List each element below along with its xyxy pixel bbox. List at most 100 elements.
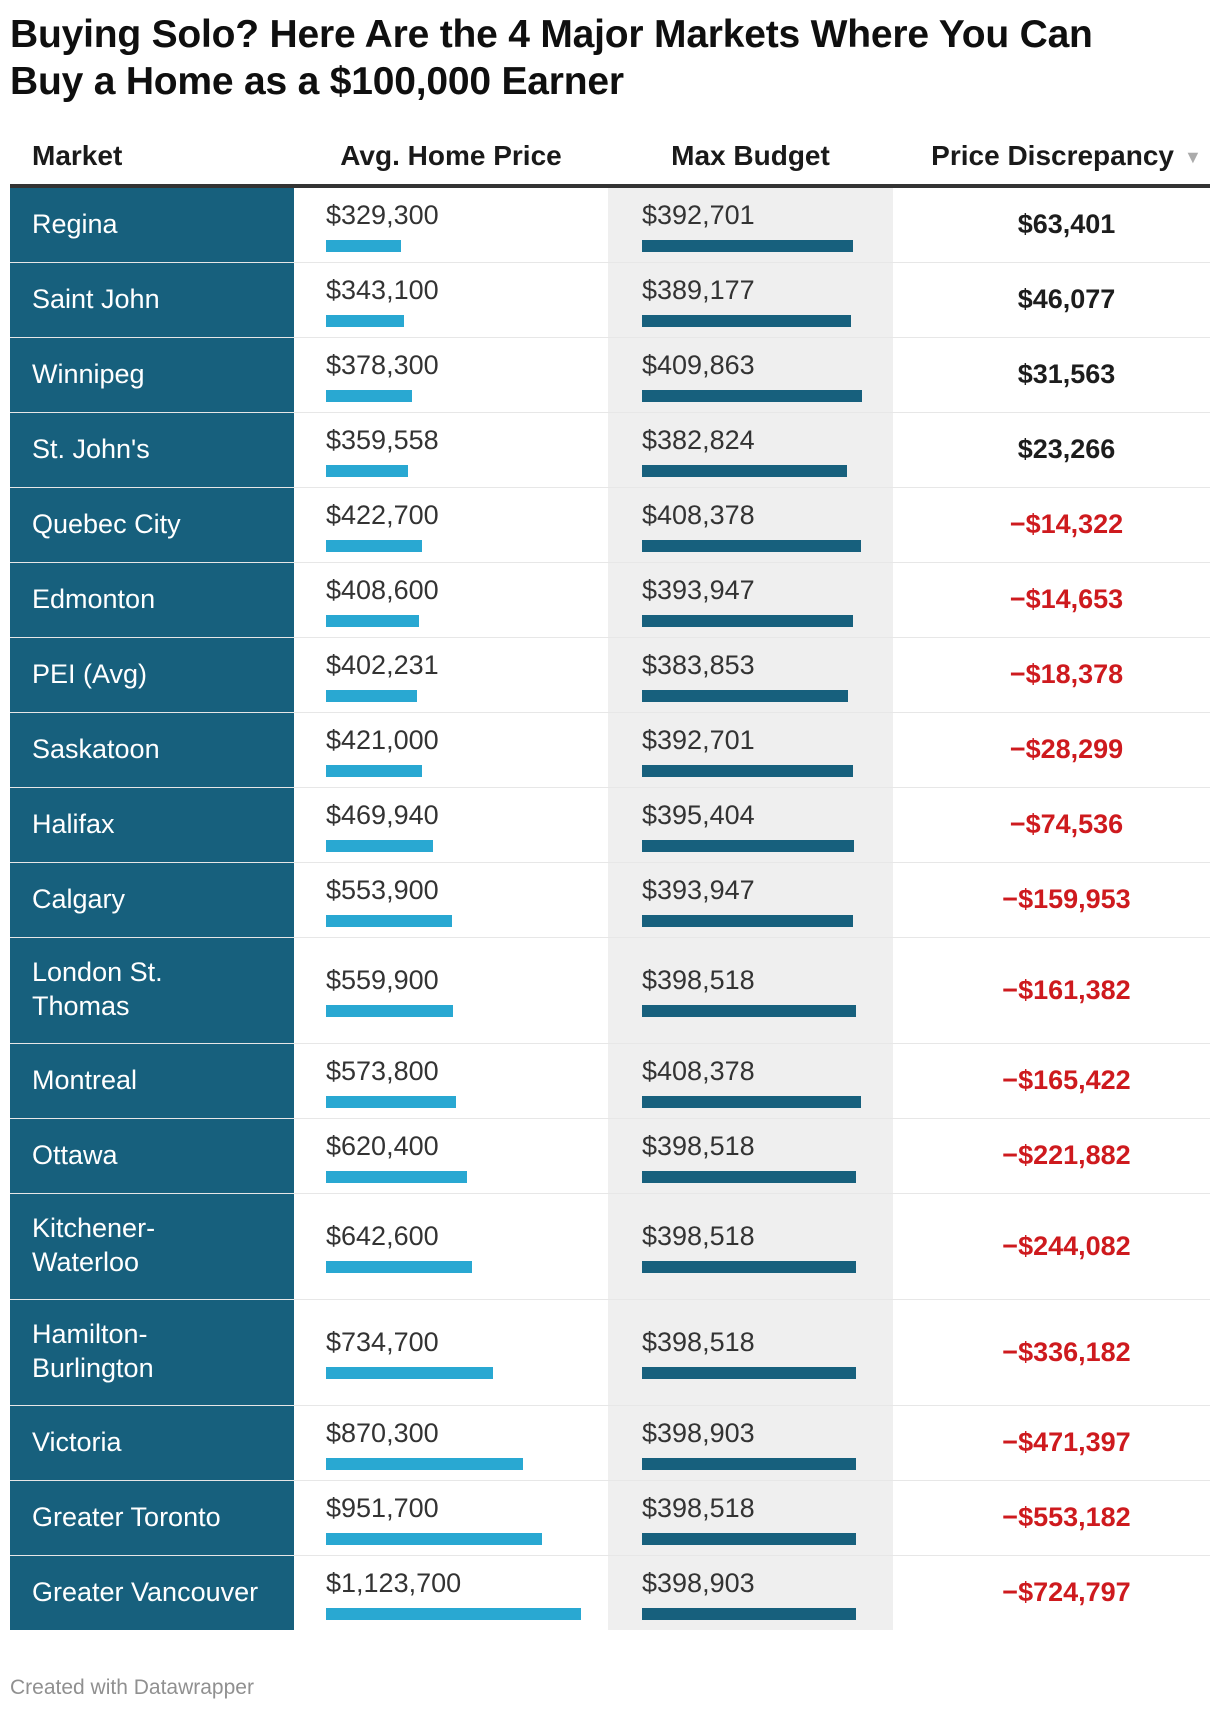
avg-home-price-bar bbox=[326, 1532, 542, 1545]
max-budget-cell: $398,903 bbox=[608, 1405, 893, 1480]
market-label: Edmonton bbox=[32, 583, 156, 614]
max-budget-cell: $398,518 bbox=[608, 1193, 893, 1299]
avg-home-price-value: $469,940 bbox=[326, 799, 439, 830]
market-cell: PEI (Avg) bbox=[10, 637, 294, 712]
max-budget-value: $393,947 bbox=[642, 874, 755, 905]
avg-home-price-bar bbox=[326, 1367, 493, 1380]
price-discrepancy-value: −$14,322 bbox=[1009, 509, 1124, 540]
datawrapper-credit-link[interactable]: Created with Datawrapper bbox=[10, 1675, 254, 1699]
avg-home-price-value: $559,900 bbox=[326, 965, 439, 996]
market-cell: Saint John bbox=[10, 262, 294, 337]
avg-home-price-cell: $469,940 bbox=[294, 788, 608, 862]
max-budget-bar bbox=[642, 1367, 856, 1380]
market-label: Victoria bbox=[32, 1426, 122, 1457]
column-header-market[interactable]: Market bbox=[32, 139, 123, 171]
market-cell: Halifax bbox=[10, 787, 294, 862]
table-row: PEI (Avg) $402,231 $383,853 −$18,378 bbox=[10, 636, 1210, 712]
price-discrepancy-value: −$28,299 bbox=[1009, 734, 1124, 765]
price-discrepancy-cell: −$74,536 bbox=[893, 788, 1210, 862]
avg-home-price-bar bbox=[326, 539, 422, 552]
table-row: London St. Thomas $559,900 $398,518 −$16… bbox=[10, 936, 1210, 1043]
price-discrepancy-cell: −$244,082 bbox=[893, 1194, 1210, 1299]
price-discrepancy-value: −$221,882 bbox=[1002, 1140, 1131, 1171]
table-row: Hamilton- Burlington $734,700 $398,518 −… bbox=[10, 1298, 1210, 1405]
column-header-price-discrepancy-label: Price Discrepancy bbox=[931, 139, 1174, 171]
avg-home-price-value: $359,558 bbox=[326, 424, 439, 455]
table-row: Kitchener- Waterloo $642,600 $398,518 −$… bbox=[10, 1192, 1210, 1299]
market-label: Hamilton- Burlington bbox=[32, 1319, 154, 1384]
price-discrepancy-value: −$165,422 bbox=[1002, 1065, 1131, 1096]
table-row: Ottawa $620,400 $398,518 −$221,882 bbox=[10, 1117, 1210, 1193]
avg-home-price-bar bbox=[326, 1261, 472, 1274]
avg-home-price-bar bbox=[326, 1607, 581, 1620]
market-cell: Greater Toronto bbox=[10, 1480, 294, 1555]
max-budget-bar bbox=[642, 614, 853, 627]
max-budget-value: $398,903 bbox=[642, 1417, 755, 1448]
table-body: Regina $329,300 $392,701 $63,401 Saint J… bbox=[10, 187, 1210, 1630]
avg-home-price-value: $378,300 bbox=[326, 349, 439, 380]
market-cell: Victoria bbox=[10, 1405, 294, 1480]
max-budget-bar bbox=[642, 464, 847, 477]
max-budget-value: $398,518 bbox=[642, 1327, 755, 1358]
table-row: Winnipeg $378,300 $409,863 $31,563 bbox=[10, 336, 1210, 412]
table-row: Greater Vancouver $1,123,700 $398,903 −$… bbox=[10, 1554, 1210, 1630]
avg-home-price-value: $1,123,700 bbox=[326, 1567, 462, 1598]
market-label: Calgary bbox=[32, 883, 126, 914]
avg-home-price-bar bbox=[326, 389, 412, 402]
avg-home-price-cell: $642,600 bbox=[294, 1194, 608, 1299]
max-budget-cell: $383,853 bbox=[608, 637, 893, 712]
avg-home-price-value: $620,400 bbox=[326, 1130, 439, 1161]
market-label: Winnipeg bbox=[32, 358, 145, 389]
max-budget-cell: $409,863 bbox=[608, 337, 893, 412]
price-discrepancy-cell: −$159,953 bbox=[893, 863, 1210, 937]
price-discrepancy-cell: −$165,422 bbox=[893, 1044, 1210, 1118]
market-cell: Edmonton bbox=[10, 562, 294, 637]
max-budget-cell: $398,518 bbox=[608, 1480, 893, 1555]
avg-home-price-cell: $343,100 bbox=[294, 263, 608, 337]
max-budget-value: $395,404 bbox=[642, 799, 755, 830]
price-discrepancy-value: −$14,653 bbox=[1009, 584, 1124, 615]
avg-home-price-cell: $421,000 bbox=[294, 713, 608, 787]
avg-home-price-bar bbox=[326, 914, 452, 927]
max-budget-bar bbox=[642, 539, 861, 552]
price-discrepancy-cell: −$553,182 bbox=[893, 1481, 1210, 1555]
column-header-max-budget[interactable]: Max Budget bbox=[671, 139, 830, 171]
price-discrepancy-cell: −$471,397 bbox=[893, 1406, 1210, 1480]
column-header-avg-home-price[interactable]: Avg. Home Price bbox=[340, 139, 562, 171]
price-discrepancy-value: −$724,797 bbox=[1002, 1577, 1131, 1608]
max-budget-value: $389,177 bbox=[642, 274, 755, 305]
avg-home-price-cell: $870,300 bbox=[294, 1406, 608, 1480]
max-budget-cell: $398,518 bbox=[608, 1118, 893, 1193]
max-budget-value: $392,701 bbox=[642, 724, 755, 755]
max-budget-bar bbox=[642, 764, 853, 777]
market-label: Saint John bbox=[32, 283, 160, 314]
market-cell: St. John's bbox=[10, 412, 294, 487]
market-cell: Saskatoon bbox=[10, 712, 294, 787]
price-discrepancy-cell: −$28,299 bbox=[893, 713, 1210, 787]
avg-home-price-cell: $408,600 bbox=[294, 563, 608, 637]
max-budget-value: $398,518 bbox=[642, 965, 755, 996]
price-discrepancy-value: $31,563 bbox=[1017, 359, 1116, 390]
max-budget-cell: $392,701 bbox=[608, 187, 893, 262]
table-row: Regina $329,300 $392,701 $63,401 bbox=[10, 187, 1210, 262]
sort-desc-icon[interactable]: ▼ bbox=[1183, 146, 1202, 167]
column-header-price-discrepancy[interactable]: Price Discrepancy ▼ bbox=[893, 140, 1210, 172]
market-label: Quebec City bbox=[32, 508, 181, 539]
price-discrepancy-value: −$471,397 bbox=[1002, 1427, 1131, 1458]
market-label: Saskatoon bbox=[32, 733, 160, 764]
max-budget-bar bbox=[642, 1261, 856, 1274]
market-label: St. John's bbox=[32, 433, 150, 464]
max-budget-cell: $382,824 bbox=[608, 412, 893, 487]
avg-home-price-value: $642,600 bbox=[326, 1221, 439, 1252]
market-label: PEI (Avg) bbox=[32, 658, 148, 689]
chart-title: Buying Solo? Here Are the 4 Major Market… bbox=[10, 13, 1093, 103]
avg-home-price-value: $329,300 bbox=[326, 199, 439, 230]
avg-home-price-cell: $734,700 bbox=[294, 1300, 608, 1405]
table-row: Quebec City $422,700 $408,378 −$14,322 bbox=[10, 486, 1210, 562]
max-budget-bar bbox=[642, 389, 862, 402]
avg-home-price-bar bbox=[326, 1005, 453, 1018]
market-cell: London St. Thomas bbox=[10, 937, 294, 1043]
price-discrepancy-cell: $63,401 bbox=[893, 188, 1210, 262]
market-label: Montreal bbox=[32, 1064, 138, 1095]
market-cell: Ottawa bbox=[10, 1118, 294, 1193]
